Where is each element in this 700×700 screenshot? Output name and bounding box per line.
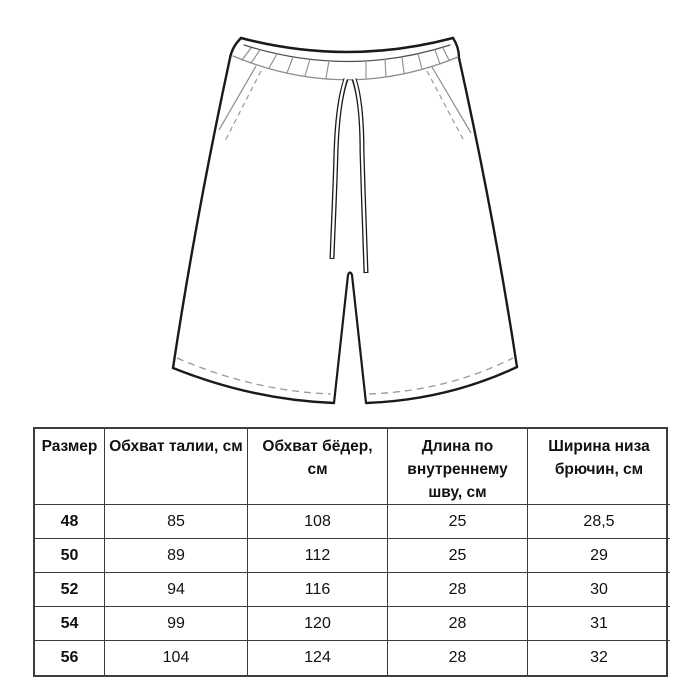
table-value-cell: 28 xyxy=(388,641,528,675)
right-hem-stitch xyxy=(368,357,514,395)
table-value-cell: 32 xyxy=(590,649,608,666)
table-size-cell: 50 xyxy=(35,539,105,573)
table-size-cell: 52 xyxy=(35,573,105,607)
size-table: Размер Обхват талии, см Обхват бёдер, см Дл… xyxy=(33,427,670,677)
table-header-cell: Обхват талии, см xyxy=(105,429,248,505)
table-header-cell: Длина по внутреннему шву, см xyxy=(388,429,528,505)
table-value-cell: 29 xyxy=(528,539,670,573)
waistband-rib-ticks xyxy=(241,47,450,79)
table-value-cell: 31 xyxy=(528,607,670,641)
drawstring-left-cord-core xyxy=(330,77,348,259)
table-value-cell: 28 xyxy=(388,573,528,607)
table-value-cell: 104 xyxy=(105,641,248,675)
right-pocket-opening xyxy=(431,66,472,134)
table-value-cell: 25 xyxy=(388,505,528,539)
table-value-cell: 28 xyxy=(388,607,528,641)
table-value-cell: 124 xyxy=(248,641,388,675)
table-value-cell: 28,5 xyxy=(528,505,670,539)
table-size-cell: 54 xyxy=(35,607,105,641)
center-split xyxy=(332,271,368,405)
left-outer-seam xyxy=(171,36,243,370)
table-size-cell: 56 xyxy=(35,641,105,675)
table-header-cell: Ширина низа брючин, см xyxy=(528,429,670,505)
left-pocket-opening xyxy=(218,65,257,131)
right-outer-seam xyxy=(451,36,519,369)
drawstring-right-cord-core xyxy=(352,77,368,273)
waistband xyxy=(232,36,459,81)
table-value-cell: 25 xyxy=(388,539,528,573)
shorts-line-drawing xyxy=(171,36,519,405)
waistband-top-edge xyxy=(239,36,455,54)
table-value-cell: 108 xyxy=(248,505,388,539)
left-pocket-stitch xyxy=(224,70,262,142)
waistband-bottom-seam xyxy=(232,55,459,81)
table-value-cell: 94 xyxy=(105,573,248,607)
pockets xyxy=(218,65,472,142)
table-value-cell: 120 xyxy=(248,607,388,641)
table-value-cell: 89 xyxy=(105,539,248,573)
table-value-cell: 112 xyxy=(248,539,388,573)
waistband-inner-top-seam xyxy=(243,44,451,63)
table-header-cell: Размер xyxy=(35,429,105,505)
table-value-cell: 116 xyxy=(248,573,388,607)
table-value-cell: 99 xyxy=(105,607,248,641)
hem-stitching xyxy=(176,357,514,395)
left-hem xyxy=(171,366,336,405)
table-size-cell: 48 xyxy=(35,505,105,539)
shorts-outline xyxy=(171,36,519,405)
drawstring xyxy=(329,77,369,274)
table-header-cell: Обхват бёдер, см xyxy=(248,429,388,505)
table-value-cell: 30 xyxy=(528,573,670,607)
left-hem-stitch xyxy=(176,357,332,395)
right-pocket-stitch xyxy=(426,70,465,142)
table-value-cell: 85 xyxy=(105,505,248,539)
right-hem xyxy=(364,365,519,405)
